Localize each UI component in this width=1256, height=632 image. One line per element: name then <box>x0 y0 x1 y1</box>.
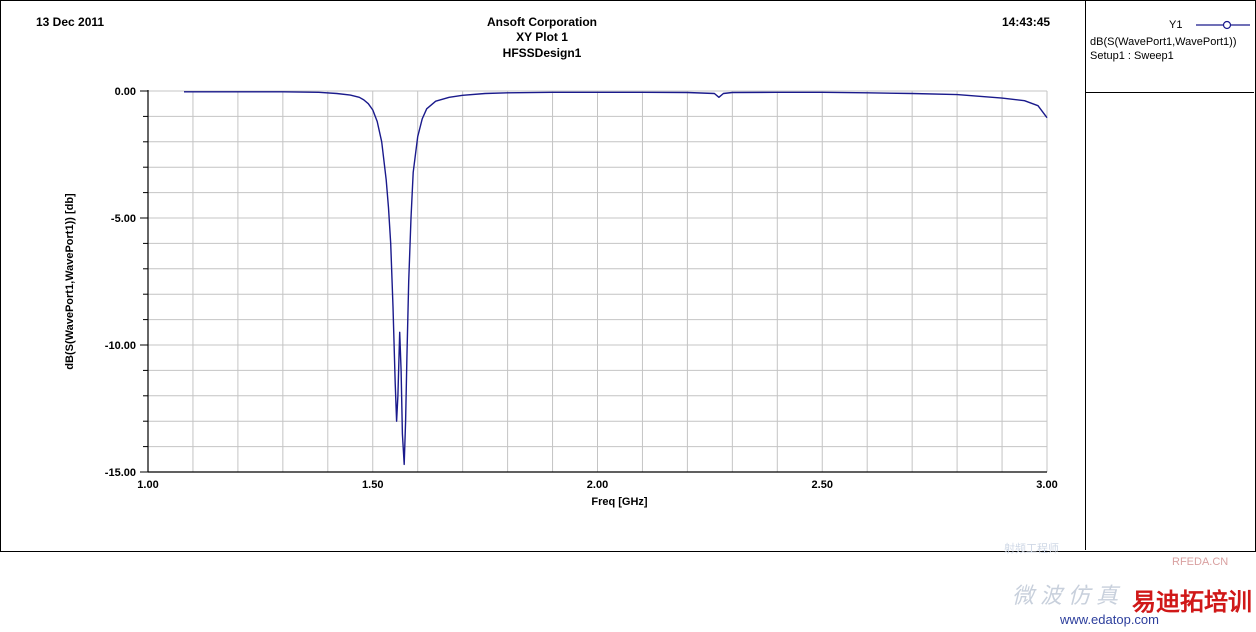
watermark-url: www.edatop.com <box>1060 612 1159 627</box>
watermark-cn-right: 易迪拓培训 <box>1132 589 1252 616</box>
watermark-line1: 射频工程师 <box>1004 543 1059 555</box>
x-tick-label: 3.00 <box>1036 479 1057 491</box>
plot-date: 13 Dec 2011 <box>36 15 105 29</box>
plot-time: 14:43:45 <box>1002 15 1051 29</box>
x-tick-label: 2.50 <box>812 479 833 491</box>
design-name: HFSSDesign1 <box>502 46 582 60</box>
y-tick-label: 0.00 <box>115 86 136 98</box>
watermark-brand: RFEDA.CN <box>1172 556 1229 568</box>
watermark-cn-left: 微波仿真 <box>1012 583 1125 608</box>
legend-divider-vertical <box>1085 0 1086 550</box>
plot-title: XY Plot 1 <box>516 30 568 44</box>
legend-axis-label: Y1 <box>1169 19 1183 31</box>
x-tick-label: 1.00 <box>137 479 158 491</box>
x-tick-label: 1.50 <box>362 479 383 491</box>
y-axis-label: dB(S(WavePort1,WavePort1)) [db] <box>64 193 76 370</box>
series-line-s11 <box>184 91 1048 466</box>
y-tick-label: -15.00 <box>105 467 136 479</box>
x-axis-label: Freq [GHz] <box>591 496 648 508</box>
company-name: Ansoft Corporation <box>487 15 597 29</box>
legend-setup-name: Setup1 : Sweep1 <box>1090 50 1174 62</box>
legend-trace-name: dB(S(WavePort1,WavePort1)) <box>1090 36 1237 48</box>
y-tick-label: -10.00 <box>105 340 136 352</box>
y-tick-label: -5.00 <box>111 213 136 225</box>
legend-divider-horizontal <box>1086 92 1254 93</box>
x-tick-label: 2.00 <box>587 479 608 491</box>
legend-line-icon <box>1196 20 1250 30</box>
